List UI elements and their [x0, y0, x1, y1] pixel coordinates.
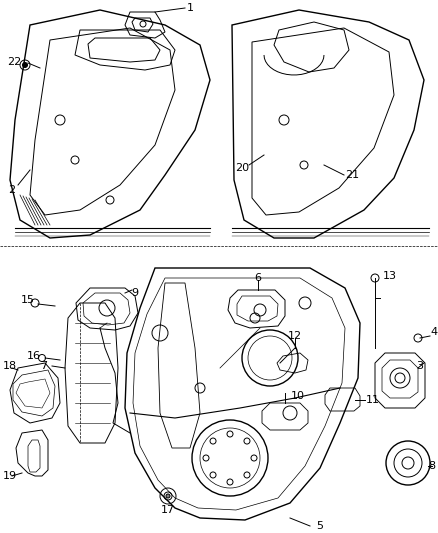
Text: 19: 19	[3, 471, 17, 481]
Text: 12: 12	[288, 331, 302, 341]
Text: 22: 22	[7, 57, 21, 67]
Text: 13: 13	[383, 271, 397, 281]
Text: 11: 11	[366, 395, 380, 405]
Text: 4: 4	[431, 327, 438, 337]
Text: 20: 20	[235, 163, 249, 173]
Circle shape	[166, 494, 170, 498]
Text: 9: 9	[131, 288, 138, 298]
Text: 2: 2	[8, 185, 16, 195]
Text: 8: 8	[428, 461, 435, 471]
Text: 21: 21	[345, 170, 359, 180]
Text: 5: 5	[317, 521, 324, 531]
Text: 17: 17	[161, 505, 175, 515]
Text: 16: 16	[27, 351, 41, 361]
Text: 10: 10	[291, 391, 305, 401]
Text: 6: 6	[254, 273, 261, 283]
Text: 18: 18	[3, 361, 17, 371]
Text: 3: 3	[417, 361, 424, 371]
Text: 7: 7	[40, 361, 48, 371]
Text: 15: 15	[21, 295, 35, 305]
Text: 1: 1	[187, 3, 194, 13]
Circle shape	[22, 62, 28, 68]
